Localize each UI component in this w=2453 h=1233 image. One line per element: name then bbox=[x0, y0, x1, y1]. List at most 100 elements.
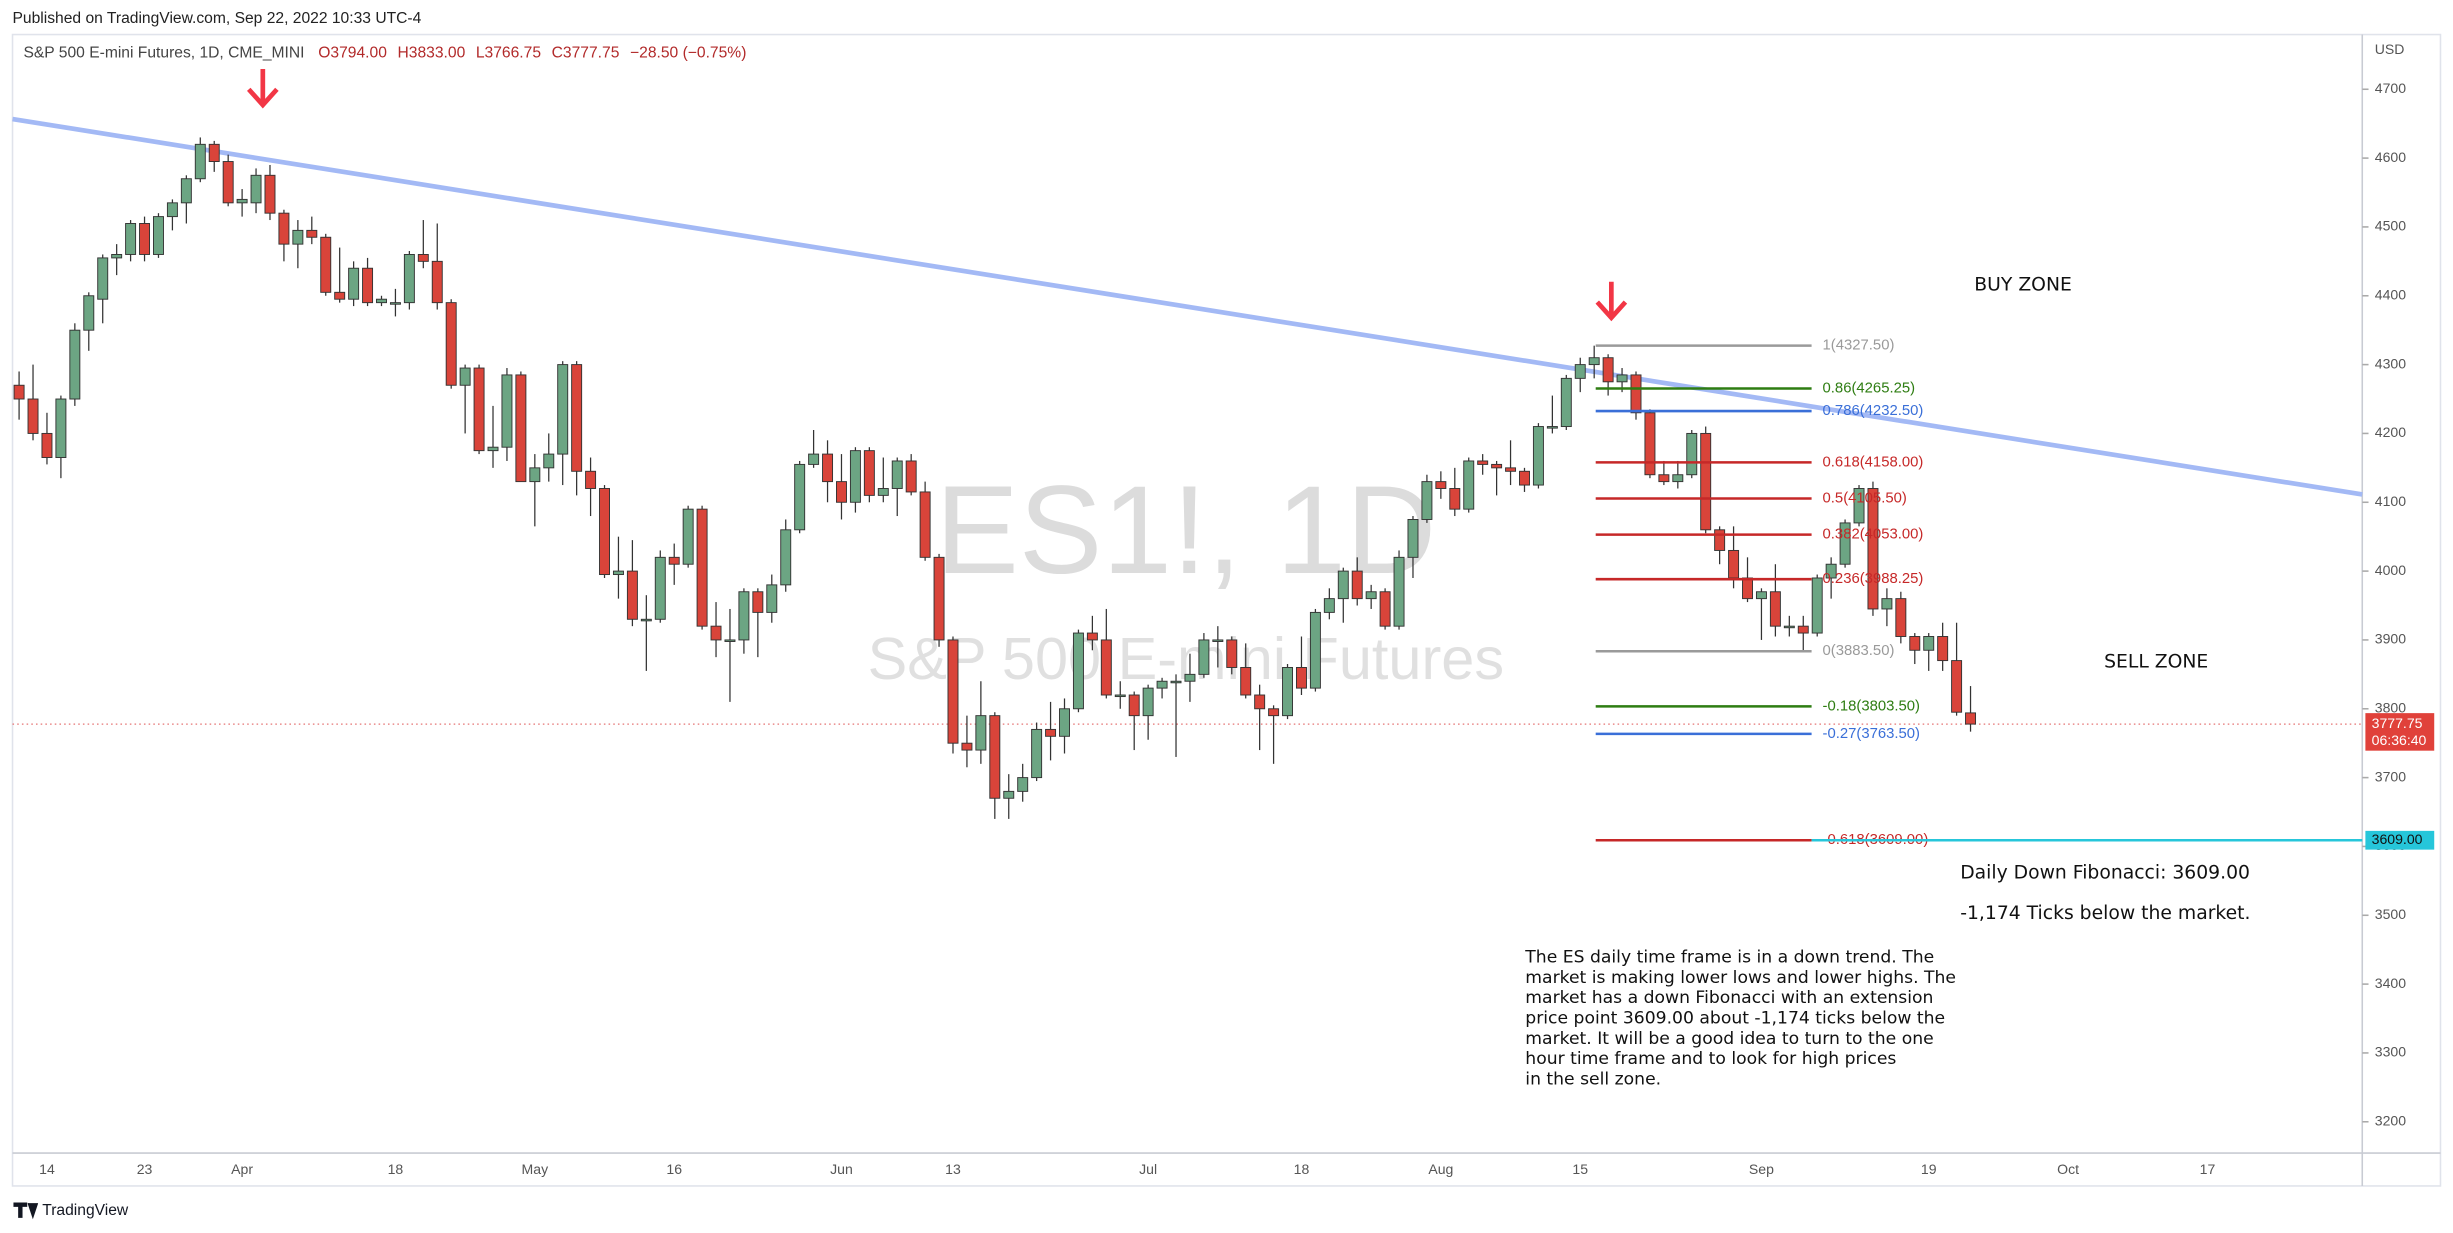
y-tick-label: 3400 bbox=[2375, 975, 2406, 991]
note-line: market is making lower lows and lower hi… bbox=[1525, 968, 1956, 988]
y-tick-label: 3900 bbox=[2375, 631, 2406, 647]
candle-body bbox=[1421, 481, 1433, 520]
candle-body bbox=[654, 556, 666, 620]
candle-body bbox=[1616, 374, 1628, 383]
candle-body bbox=[836, 481, 847, 503]
candle-body bbox=[97, 257, 109, 300]
candle-body bbox=[1170, 680, 1182, 684]
candle-body bbox=[766, 584, 778, 613]
note-line: market. It will be a good idea to turn t… bbox=[1525, 1029, 1933, 1049]
candle-body bbox=[1742, 577, 1753, 600]
target-tag-label: 3609.00 bbox=[2372, 831, 2423, 847]
candle-body bbox=[1491, 463, 1503, 469]
candle-body bbox=[389, 302, 401, 305]
candle-body bbox=[459, 367, 471, 386]
candle-body bbox=[1574, 364, 1586, 379]
candle-body bbox=[905, 460, 917, 493]
note-line: The ES daily time frame is in a down tre… bbox=[1524, 948, 1934, 968]
candle-body bbox=[180, 178, 192, 204]
candle-body bbox=[1100, 639, 1112, 696]
candle-body bbox=[752, 591, 764, 613]
candle-body bbox=[362, 267, 374, 304]
candle-body bbox=[1728, 549, 1740, 579]
buy-zone: BUY ZONE bbox=[1974, 274, 2072, 295]
candle-body bbox=[640, 618, 652, 622]
candle-body bbox=[1658, 474, 1670, 483]
y-tick-label: 3300 bbox=[2375, 1044, 2406, 1060]
candle-body bbox=[236, 198, 248, 204]
note-line: market has a down Fibonacci with an exte… bbox=[1525, 988, 1933, 1008]
y-tick-label: 4400 bbox=[2375, 286, 2406, 302]
published: Published on TradingView.com, Sep 22, 20… bbox=[13, 10, 422, 27]
candle-body bbox=[919, 491, 931, 558]
candle-body bbox=[1797, 625, 1809, 634]
candle-body bbox=[125, 223, 137, 255]
candle-body bbox=[501, 374, 513, 448]
x-tick-label: 14 bbox=[39, 1161, 55, 1177]
candle-body bbox=[1351, 570, 1363, 600]
candle-body bbox=[208, 143, 220, 163]
candle-body bbox=[1532, 426, 1544, 486]
candle-body bbox=[1811, 577, 1823, 634]
candle-body bbox=[571, 364, 583, 472]
x-tick-label: May bbox=[522, 1161, 549, 1177]
x-tick-label: 18 bbox=[388, 1161, 404, 1177]
candle-body bbox=[1240, 666, 1252, 696]
x-tick-label: 19 bbox=[1921, 1161, 1937, 1177]
candle-body bbox=[1003, 790, 1015, 799]
candle-body bbox=[849, 450, 861, 503]
candle-body bbox=[1435, 481, 1447, 489]
candle-body bbox=[1519, 470, 1530, 486]
candle-body bbox=[1909, 636, 1921, 651]
arrow bbox=[1595, 281, 1628, 322]
candle-body bbox=[1268, 708, 1280, 717]
candle-body bbox=[933, 556, 945, 641]
x-tick-label: 17 bbox=[2200, 1161, 2216, 1177]
x-tick-label: 18 bbox=[1294, 1161, 1310, 1177]
candle-body bbox=[696, 508, 708, 627]
ohlc-open: O3794.00 bbox=[318, 44, 387, 61]
candle-body bbox=[808, 453, 820, 465]
ohlc-change: −28.50 (−0.75%) bbox=[630, 44, 746, 61]
candle-body bbox=[1700, 432, 1712, 531]
x-tick-label: Jun bbox=[830, 1161, 853, 1177]
x-tick-label: Aug bbox=[1428, 1161, 1453, 1177]
candle-body bbox=[863, 450, 875, 496]
candle-body bbox=[152, 216, 164, 255]
candle-body bbox=[1379, 591, 1391, 627]
fib-label: -0.18(3803.50) bbox=[1823, 698, 1921, 714]
candle-body bbox=[292, 229, 304, 245]
candle-body bbox=[710, 625, 722, 641]
candle-body bbox=[877, 488, 889, 496]
candle-body bbox=[69, 329, 81, 400]
candle-body bbox=[250, 174, 262, 204]
candle-body bbox=[334, 291, 346, 300]
ohlc-close: C3777.75 bbox=[552, 44, 620, 61]
candle-body bbox=[445, 302, 457, 386]
fib-label: 0.786(4232.50) bbox=[1823, 403, 1924, 419]
candle-body bbox=[1588, 357, 1600, 366]
candle-body bbox=[1965, 712, 1977, 725]
fib-label: 0.5(4105.50) bbox=[1823, 490, 1907, 506]
candle-body bbox=[1142, 687, 1154, 717]
candle-body bbox=[543, 453, 555, 469]
candle-body bbox=[1295, 666, 1307, 689]
candle-body bbox=[278, 212, 290, 245]
note-line: hour time frame and to look for high pri… bbox=[1525, 1049, 1896, 1069]
candle-body bbox=[1212, 639, 1224, 642]
candle-body bbox=[27, 398, 39, 434]
candle-body bbox=[1059, 708, 1070, 737]
candle-body bbox=[348, 267, 360, 300]
candle-body bbox=[1323, 598, 1335, 613]
candle-body bbox=[1254, 694, 1266, 710]
fib-label: 1(4327.50) bbox=[1823, 338, 1895, 354]
last-price-label: 3777.75 bbox=[2372, 715, 2423, 731]
candle-body bbox=[1755, 591, 1767, 600]
candle-body bbox=[320, 236, 332, 293]
candle-body bbox=[1769, 591, 1781, 627]
candle-body bbox=[473, 367, 485, 452]
candle-body bbox=[306, 229, 318, 238]
target-text: Daily Down Fibonacci: 3609.00 bbox=[1960, 863, 2250, 884]
